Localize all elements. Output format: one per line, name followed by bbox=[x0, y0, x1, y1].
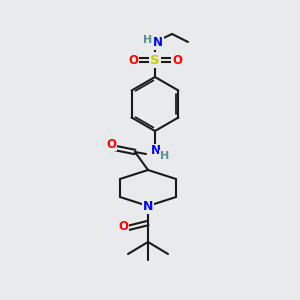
Text: O: O bbox=[118, 220, 128, 232]
Text: S: S bbox=[150, 53, 160, 67]
Text: H: H bbox=[143, 35, 153, 45]
Text: N: N bbox=[153, 37, 163, 50]
Text: O: O bbox=[172, 53, 182, 67]
Text: O: O bbox=[128, 53, 138, 67]
Text: N: N bbox=[143, 200, 153, 212]
Text: O: O bbox=[106, 137, 116, 151]
Text: H: H bbox=[160, 151, 169, 161]
Text: N: N bbox=[151, 145, 161, 158]
